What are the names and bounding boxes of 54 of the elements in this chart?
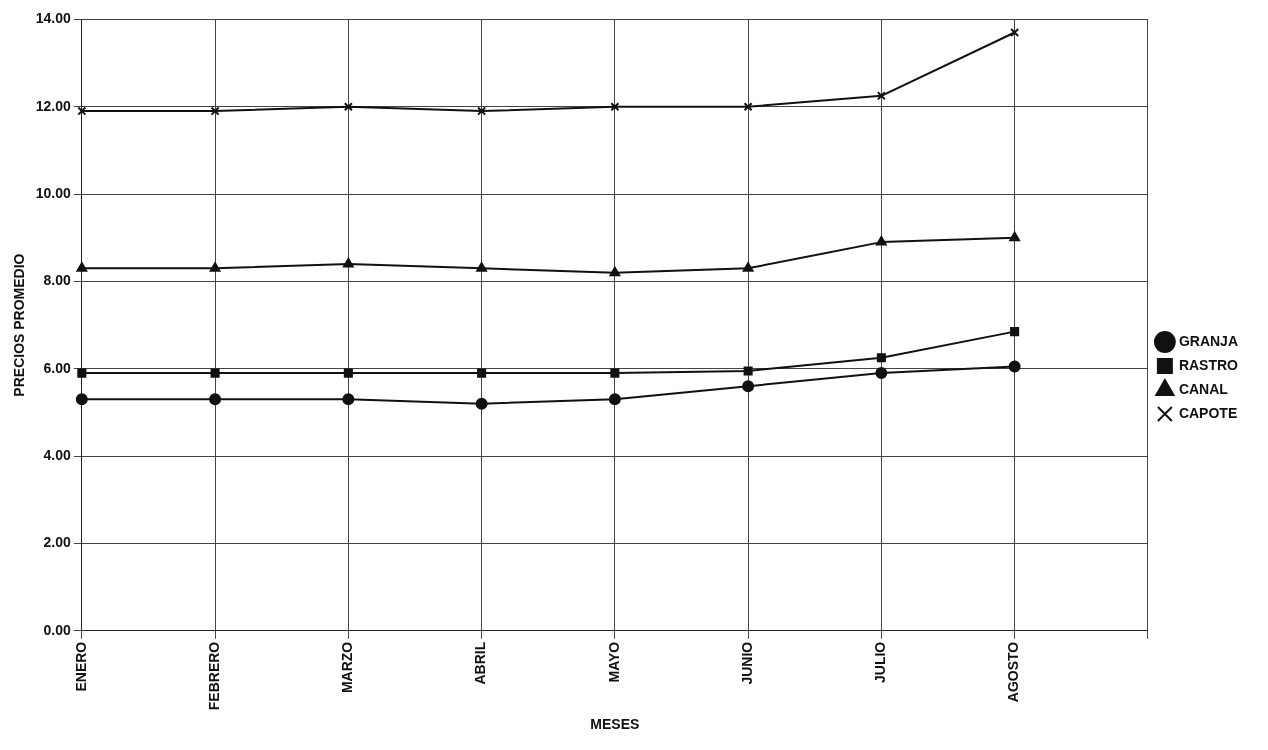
point (77, 368, 87, 378)
point (743, 366, 753, 376)
y-tick-label: 2.00 (43, 534, 72, 551)
point (477, 106, 487, 116)
point (475, 397, 488, 410)
point (1009, 231, 1020, 242)
x-tick-label: ENERO (72, 641, 89, 692)
x-tick-label: MARZO (339, 641, 356, 694)
point (76, 262, 88, 272)
point (875, 367, 888, 380)
point (1010, 27, 1020, 38)
x-tick-label: JULIO (872, 641, 889, 683)
point (610, 102, 620, 112)
y-tick-label: 10.00 (35, 184, 72, 201)
point (477, 368, 487, 378)
x-tick-label: MAYO (605, 641, 622, 683)
y-axis-title: PRECIOS PROMEDIO (11, 253, 28, 397)
legend-label: CAPOTE (1178, 404, 1238, 421)
y-tick-label: 0.00 (43, 621, 72, 638)
point (342, 393, 355, 406)
point (476, 262, 487, 272)
point (343, 368, 353, 378)
x-axis-title: MESES (590, 716, 640, 733)
point (210, 368, 220, 378)
point (609, 266, 621, 277)
legend-label: RASTRO (1178, 356, 1239, 373)
x-tick-label: FEBRERO (205, 641, 222, 711)
point (75, 393, 88, 406)
legend-label: GRANJA (1178, 332, 1239, 349)
point (1008, 360, 1021, 373)
point (77, 106, 87, 116)
point (742, 262, 754, 272)
point (743, 102, 753, 112)
y-tick-label: 6.00 (43, 359, 72, 376)
y-tick-label: 12.00 (35, 97, 72, 114)
y-tick-label: 8.00 (43, 272, 72, 289)
point (1010, 327, 1020, 337)
x-tick-label: AGOSTO (1005, 641, 1022, 703)
point (210, 106, 220, 116)
point (876, 91, 886, 101)
point (610, 368, 620, 378)
x-tick-label: ABRIL (472, 641, 489, 685)
point (209, 262, 221, 272)
point (876, 236, 887, 246)
point (209, 393, 222, 406)
x-tick-label: JUNIO (738, 641, 755, 685)
point (742, 380, 755, 393)
point (343, 257, 354, 268)
legend-label: CANAL (1178, 380, 1229, 397)
point (876, 353, 886, 363)
y-tick-label: 14.00 (35, 10, 72, 27)
point (608, 393, 621, 406)
y-tick-label: 4.00 (43, 446, 72, 463)
point (343, 102, 353, 112)
